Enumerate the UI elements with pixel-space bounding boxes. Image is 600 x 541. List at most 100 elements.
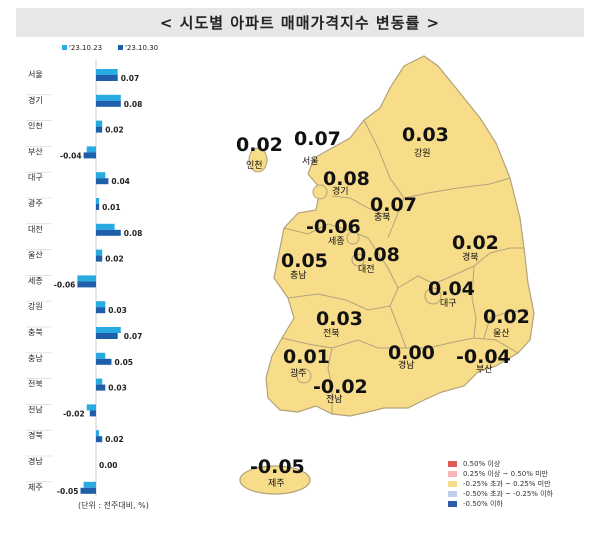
category-label: 대구	[28, 173, 43, 182]
map-value: -0.06	[306, 216, 361, 238]
data-label: 0.02	[105, 255, 124, 264]
legend-swatch	[62, 45, 67, 50]
bar	[96, 229, 121, 236]
province-border	[483, 309, 529, 339]
bar	[86, 404, 96, 411]
bar	[96, 430, 100, 437]
province-border	[281, 337, 406, 349]
legend-item: -0.50% 초과 ~ -0.25% 이하	[448, 489, 553, 499]
category-label: 대전	[28, 224, 43, 234]
map-value: -0.05	[250, 456, 305, 478]
korea-map: 0.02 인천 0.07 서울 0.03 강원 0.08 경기 0.07 충북 -0.06 세종 0.0…	[228, 48, 558, 508]
bar	[96, 384, 106, 391]
map-region-name: 대구	[440, 299, 457, 309]
data-label: -0.04	[60, 151, 82, 160]
jeju-island	[239, 465, 311, 495]
bar	[96, 178, 109, 185]
category-label: 충남	[28, 354, 43, 363]
map-region-name: 서울	[302, 157, 319, 167]
category-label: 부산	[28, 146, 43, 156]
map-value: -0.02	[313, 376, 368, 398]
bar	[83, 481, 96, 488]
daegu-area	[424, 287, 442, 305]
bar	[96, 198, 100, 204]
map-region-name: 전북	[323, 329, 340, 339]
mainland	[265, 55, 535, 417]
data-label: 0.05	[115, 358, 134, 367]
map-value: 0.07	[294, 128, 341, 150]
legend-text: -0.50% 이하	[463, 500, 503, 508]
bar	[77, 281, 96, 288]
province-border	[389, 287, 407, 349]
data-label: -0.06	[54, 280, 76, 289]
province-border	[397, 265, 475, 289]
map-value: 0.00	[388, 342, 435, 364]
bar	[83, 152, 96, 159]
legend-text: -0.50% 초과 ~ -0.25% 이하	[463, 490, 554, 498]
data-label: 0.07	[121, 74, 140, 83]
data-label: -0.05	[57, 487, 79, 496]
map-region-name: 경북	[462, 253, 479, 263]
gwangju-area	[296, 368, 312, 384]
map-value: 0.03	[402, 124, 449, 146]
bar	[96, 126, 103, 133]
legend-item: 0.25% 이상 ~ 0.50% 미만	[448, 469, 553, 479]
category-label: 경기	[28, 95, 43, 105]
bar	[96, 75, 118, 81]
map-region-name: 인천	[246, 161, 263, 171]
data-label: 0.07	[124, 332, 143, 341]
bar	[96, 100, 121, 107]
legend-text: 0.50% 이상	[463, 460, 501, 468]
bar	[96, 358, 112, 365]
unit-note: (단위 : 전주대비, %)	[78, 501, 149, 510]
bar	[96, 301, 106, 308]
map-region-name: 전남	[326, 395, 343, 405]
map-region-name: 광주	[290, 369, 307, 379]
bar	[80, 487, 96, 494]
bar	[96, 352, 106, 359]
data-label: 0.08	[124, 100, 143, 109]
bar	[96, 69, 118, 75]
data-label: 0.08	[124, 229, 143, 238]
legend-text: 0.25% 이상 ~ 0.50% 미만	[463, 470, 549, 478]
map-region-name: 경남	[398, 361, 415, 371]
map-value: 0.07	[370, 194, 417, 216]
province-border	[287, 293, 391, 311]
legend-label: '23.10.30	[125, 44, 158, 52]
province-border	[387, 197, 405, 239]
province-border	[403, 177, 511, 199]
data-label: 0.04	[111, 177, 130, 186]
data-label: 0.02	[105, 435, 124, 444]
map-value: 0.01	[283, 346, 330, 368]
data-label: 0.03	[108, 306, 127, 315]
category-label: 제주	[28, 483, 43, 492]
map-region-name: 울산	[493, 329, 510, 339]
data-label: -0.02	[63, 409, 85, 418]
category-label: 울산	[28, 250, 43, 260]
map-region-name: 충북	[374, 213, 391, 223]
province-border	[473, 247, 524, 267]
province-border	[406, 337, 519, 354]
incheon-island	[248, 147, 268, 173]
data-label: 0.01	[102, 203, 121, 212]
seoul-area	[312, 184, 328, 200]
category-label: 세종	[28, 276, 43, 285]
map-value: -0.04	[456, 346, 511, 368]
bar	[96, 327, 121, 333]
bar	[96, 307, 106, 314]
category-label: 강원	[28, 301, 43, 311]
page-title: < 시도별 아파트 매매가격지수 변동률 >	[159, 14, 441, 32]
legend-text: -0.25% 초과 ~ 0.25% 미만	[463, 480, 551, 488]
category-label: 충북	[28, 328, 43, 337]
bar	[96, 94, 121, 101]
legend-swatch	[448, 501, 457, 507]
category-label: 서울	[28, 70, 43, 79]
map-region-name: 세종	[328, 237, 345, 247]
bar	[96, 249, 103, 256]
sejong-area	[346, 231, 360, 245]
legend-swatch	[118, 45, 123, 50]
category-label: 경북	[28, 430, 43, 440]
map-region-name: 대전	[358, 265, 375, 275]
bar	[89, 410, 96, 417]
map-value: 0.05	[281, 250, 328, 272]
